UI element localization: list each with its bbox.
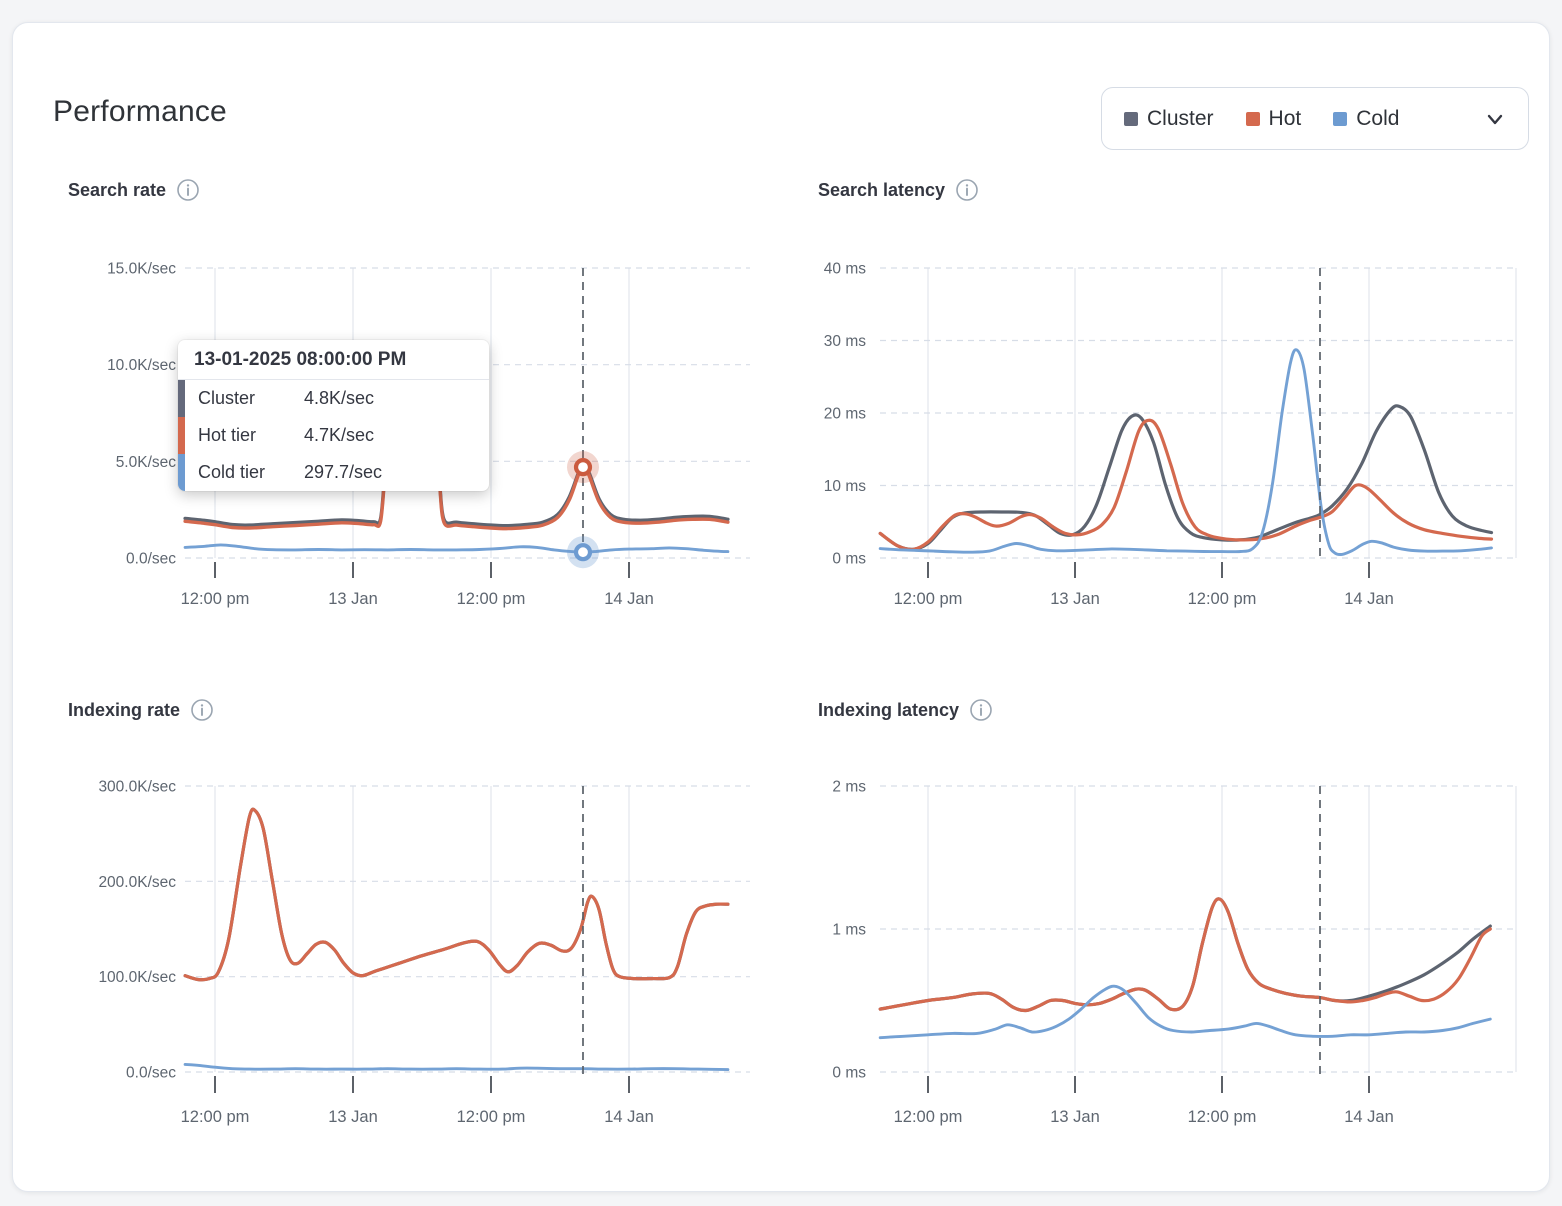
search-latency-series-cold-tier [878, 348, 1493, 556]
x-axis-label: 12:00 pm [894, 590, 963, 608]
performance-panel: Performance Cluster Hot Cold [12, 22, 1550, 1192]
legend-item-cluster[interactable]: Cluster [1124, 107, 1214, 131]
y-axis-label: 2 ms [832, 779, 866, 796]
y-axis-label: 0 ms [832, 1065, 866, 1082]
x-axis-label: 12:00 pm [457, 1108, 526, 1126]
cold-swatch-icon [1333, 111, 1348, 126]
chart-title-search-rate: Search rate [68, 178, 200, 202]
y-axis-label: 10 ms [824, 478, 866, 495]
chart-title-indexing-latency: Indexing latency [818, 698, 993, 722]
hot-color-bar [178, 417, 185, 454]
tooltip-row: Hot tier 4.7K/sec [178, 417, 489, 454]
chart-title-search-latency: Search latency [818, 178, 979, 202]
x-axis-label: 13 Jan [1050, 590, 1100, 608]
y-axis-label: 10.0K/sec [107, 357, 176, 374]
legend-label-cluster: Cluster [1147, 106, 1214, 130]
chevron-down-icon[interactable] [1484, 108, 1506, 130]
x-axis-label: 13 Jan [1050, 1108, 1100, 1126]
x-axis-label: 12:00 pm [457, 590, 526, 608]
chart-title-indexing-rate: Indexing rate [68, 698, 214, 722]
x-axis-label: 12:00 pm [894, 1108, 963, 1126]
indexing-latency-series-cold-tier [878, 984, 1492, 1040]
page-title: Performance [53, 95, 227, 128]
chart-tooltip: 13-01-2025 08:00:00 PM Cluster 4.8K/sec … [178, 340, 489, 491]
legend-item-hot[interactable]: Hot [1245, 106, 1302, 131]
legend-label-hot: Hot [1268, 106, 1302, 130]
x-axis-label: 14 Jan [604, 1108, 654, 1126]
chart-title-text: Indexing rate [68, 699, 181, 720]
tooltip-series-value: 4.7K/sec [304, 425, 375, 445]
cluster-swatch-icon [1124, 111, 1138, 126]
tooltip-row: Cold tier 297.7/sec [178, 454, 489, 491]
search-rate-series-cluster [183, 392, 730, 528]
indexing-rate-series-cold-tier [183, 1062, 730, 1072]
hot-swatch-icon [1245, 111, 1260, 126]
y-axis-label: 15.0K/sec [107, 261, 176, 278]
search-latency-series-cluster [878, 404, 1494, 551]
y-axis-label: 1 ms [832, 922, 866, 939]
y-axis-label: 30 ms [824, 333, 866, 350]
search-rate-series-hot-tier [183, 395, 730, 531]
y-axis-label: 20 ms [824, 406, 866, 423]
x-axis-label: 12:00 pm [181, 590, 250, 608]
tooltip-series-label: Cluster [198, 388, 256, 408]
y-axis-label: 200.0K/sec [98, 874, 176, 891]
y-axis-label: 5.0K/sec [116, 454, 177, 471]
y-axis-label: 100.0K/sec [98, 969, 176, 986]
y-axis-label: 0.0/sec [126, 1065, 176, 1082]
y-axis-label: 0 ms [832, 551, 866, 568]
x-axis-label: 14 Jan [604, 590, 654, 608]
indexing-rate-series-hot-tier [183, 807, 730, 982]
info-icon[interactable] [955, 178, 979, 202]
indexing-rate-chart[interactable]: 0.0/sec 100.0K/sec 200.0K/sec 300.0K/sec 12:… [98, 779, 750, 1127]
tooltip-timestamp: 13-01-2025 08:00:00 PM [178, 340, 489, 380]
cursor-marker [573, 543, 593, 562]
x-axis-label: 14 Jan [1344, 1108, 1394, 1126]
info-icon[interactable] [190, 698, 214, 722]
search-latency-series-hot-tier [878, 418, 1494, 552]
x-axis-label: 12:00 pm [1188, 590, 1257, 608]
tooltip-series-value: 4.8K/sec [304, 388, 375, 408]
y-axis-label: 0.0/sec [126, 551, 176, 568]
tooltip-row: Cluster 4.8K/sec [178, 380, 489, 417]
x-axis-label: 12:00 pm [181, 1108, 250, 1126]
y-axis-label: 300.0K/sec [98, 779, 176, 796]
legend-label-cold: Cold [1356, 106, 1400, 130]
search-rate-series-cold-tier [183, 543, 730, 554]
search-latency-chart[interactable]: 0 ms 10 ms 20 ms 30 ms 40 ms 12:00 pm 13 Jan 12… [824, 261, 1517, 609]
chart-title-text: Search latency [818, 179, 946, 200]
indexing-rate-series-cluster [183, 807, 730, 982]
indexing-latency-series-hot-tier [878, 897, 1492, 1013]
cluster-color-bar [178, 380, 185, 417]
info-icon[interactable] [969, 698, 993, 722]
cold-color-bar [178, 454, 185, 491]
x-axis-label: 13 Jan [328, 590, 378, 608]
chart-title-text: Search rate [68, 179, 167, 200]
tooltip-series-label: Cold tier [198, 462, 266, 482]
legend-item-cold[interactable]: Cold [1333, 107, 1399, 131]
y-axis-label: 40 ms [824, 261, 866, 278]
x-axis-label: 14 Jan [1344, 590, 1394, 608]
indexing-latency-chart[interactable]: 0 ms 1 ms 2 ms 12:00 pm 13 Jan 12:00 pm 14 Jan [832, 779, 1517, 1127]
chart-title-text: Indexing latency [818, 699, 960, 720]
cursor-marker [573, 458, 593, 477]
legend[interactable]: Cluster Hot Cold [1101, 87, 1529, 150]
info-icon[interactable] [176, 178, 200, 202]
x-axis-label: 12:00 pm [1188, 1108, 1257, 1126]
tooltip-series-value: 297.7/sec [304, 462, 383, 482]
tooltip-series-label: Hot tier [198, 425, 257, 445]
x-axis-label: 13 Jan [328, 1108, 378, 1126]
